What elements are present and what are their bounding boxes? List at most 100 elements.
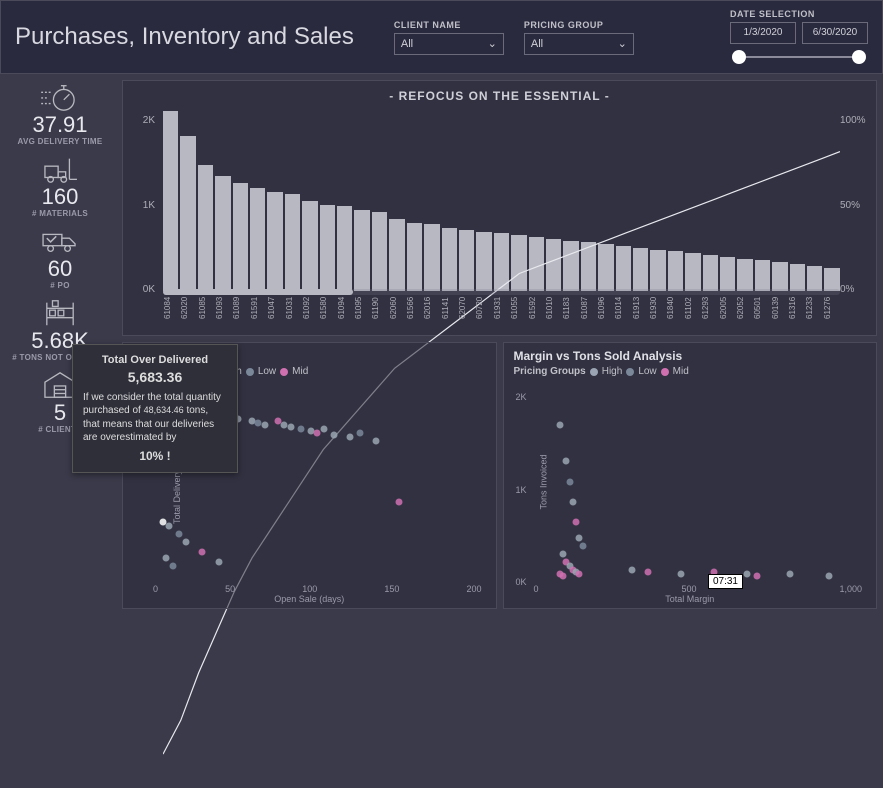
kpi-truck[interactable]: 60 # PO: [4, 224, 116, 290]
scatter-point[interactable]: [576, 570, 583, 577]
scatter-point[interactable]: [569, 498, 576, 505]
margin-analysis-panel: Margin vs Tons Sold Analysis Pricing Gro…: [503, 342, 878, 609]
scatter-point[interactable]: [396, 498, 403, 505]
scatter-point[interactable]: [744, 570, 751, 577]
pareto-bar[interactable]: [633, 248, 648, 291]
pareto-bar[interactable]: [650, 250, 665, 291]
scatter-point[interactable]: [563, 458, 570, 465]
pareto-bar[interactable]: [233, 183, 248, 291]
pareto-x-labels: 6108462020610856109361089615916104761031…: [163, 297, 840, 331]
scatter-point[interactable]: [576, 534, 583, 541]
pareto-bar[interactable]: [354, 210, 369, 291]
pareto-chart: [163, 111, 840, 291]
tooltip: Total Over Delivered 5,683.36 If we cons…: [72, 344, 238, 473]
scatter-point[interactable]: [579, 542, 586, 549]
scatter-point[interactable]: [347, 434, 354, 441]
pareto-x-label: 61840: [666, 297, 683, 331]
truck-icon: [4, 224, 116, 258]
pareto-bar[interactable]: [529, 237, 544, 291]
pareto-bar[interactable]: [442, 228, 457, 291]
kpi-stopwatch[interactable]: 37.91 AVG DELIVERY TIME: [4, 80, 116, 146]
pareto-bar[interactable]: [546, 239, 561, 291]
pareto-bar[interactable]: [476, 232, 491, 291]
pareto-scrollbar[interactable]: [163, 289, 840, 295]
pareto-bar[interactable]: [581, 242, 596, 291]
pareto-x-label: 61089: [232, 297, 249, 331]
scatter-point[interactable]: [320, 426, 327, 433]
scatter-point[interactable]: [645, 568, 652, 575]
pareto-bar[interactable]: [685, 253, 700, 291]
kpi-forklift[interactable]: 160 # MATERIALS: [4, 152, 116, 218]
scatter-point[interactable]: [176, 530, 183, 537]
pareto-bar[interactable]: [320, 205, 335, 291]
pricing-filter: PRICING GROUP All ⌄: [524, 20, 634, 55]
slider-thumb-end[interactable]: [852, 50, 866, 64]
scatter-point[interactable]: [629, 566, 636, 573]
client-dropdown[interactable]: All ⌄: [394, 33, 504, 55]
pareto-bar[interactable]: [337, 206, 352, 291]
pareto-bar[interactable]: [250, 188, 265, 291]
scatter-point[interactable]: [678, 570, 685, 577]
pareto-bar[interactable]: [790, 264, 805, 291]
pareto-bar[interactable]: [302, 201, 317, 291]
timestamp: 07:31: [708, 574, 743, 589]
pareto-x-label: 62005: [719, 297, 736, 331]
scatter-point[interactable]: [826, 572, 833, 579]
pareto-x-label: 61190: [371, 297, 388, 331]
scatter-point[interactable]: [753, 572, 760, 579]
scatter-point[interactable]: [373, 438, 380, 445]
pareto-bar[interactable]: [737, 259, 752, 291]
pareto-bar[interactable]: [668, 251, 683, 291]
date-end-input[interactable]: 6/30/2020: [802, 22, 868, 44]
pareto-bar[interactable]: [372, 212, 387, 291]
date-start-input[interactable]: 1/3/2020: [730, 22, 796, 44]
pareto-bar[interactable]: [459, 230, 474, 291]
pareto-bar[interactable]: [720, 257, 735, 291]
pareto-bar[interactable]: [424, 224, 439, 291]
pareto-x-label: 61095: [354, 297, 371, 331]
pareto-bar[interactable]: [824, 268, 839, 291]
pareto-bar[interactable]: [511, 235, 526, 291]
pareto-bar[interactable]: [180, 136, 195, 291]
scatter-point[interactable]: [573, 518, 580, 525]
pareto-x-label: 61010: [545, 297, 562, 331]
scatter-point[interactable]: [786, 570, 793, 577]
pareto-bar[interactable]: [616, 246, 631, 291]
scatter-point[interactable]: [215, 558, 222, 565]
scatter-point[interactable]: [356, 430, 363, 437]
scatter-point[interactable]: [182, 538, 189, 545]
scatter-point[interactable]: [166, 522, 173, 529]
scroll-thumb[interactable]: [163, 289, 353, 295]
pareto-bar[interactable]: [755, 260, 770, 291]
pareto-bar[interactable]: [267, 192, 282, 291]
scatter-point[interactable]: [566, 478, 573, 485]
pareto-bar[interactable]: [563, 241, 578, 291]
pareto-title: - REFOCUS ON THE ESSENTIAL -: [123, 81, 876, 111]
pareto-bar[interactable]: [598, 244, 613, 291]
pareto-bar[interactable]: [163, 111, 178, 291]
slider-thumb-start[interactable]: [732, 50, 746, 64]
scatter-point[interactable]: [560, 550, 567, 557]
pareto-bar[interactable]: [703, 255, 718, 291]
scatter-point[interactable]: [330, 432, 337, 439]
scatter-point[interactable]: [560, 572, 567, 579]
scatter-point[interactable]: [163, 554, 170, 561]
pareto-bar[interactable]: [494, 233, 509, 291]
pareto-bar[interactable]: [389, 219, 404, 291]
pareto-bar[interactable]: [198, 165, 213, 291]
date-slider[interactable]: [730, 48, 868, 66]
time-analysis-xticks: 050100150200: [153, 584, 482, 594]
pareto-bar[interactable]: [407, 223, 422, 291]
scatter-point[interactable]: [261, 422, 268, 429]
scatter-point[interactable]: [169, 562, 176, 569]
scatter-point[interactable]: [199, 548, 206, 555]
pareto-x-label: 62020: [180, 297, 197, 331]
pareto-bar[interactable]: [215, 176, 230, 291]
pareto-bar[interactable]: [285, 194, 300, 291]
scatter-point[interactable]: [287, 424, 294, 431]
pareto-bar[interactable]: [772, 262, 787, 291]
pricing-dropdown[interactable]: All ⌄: [524, 33, 634, 55]
scatter-point[interactable]: [297, 426, 304, 433]
scatter-point[interactable]: [556, 422, 563, 429]
pareto-bar[interactable]: [807, 266, 822, 291]
